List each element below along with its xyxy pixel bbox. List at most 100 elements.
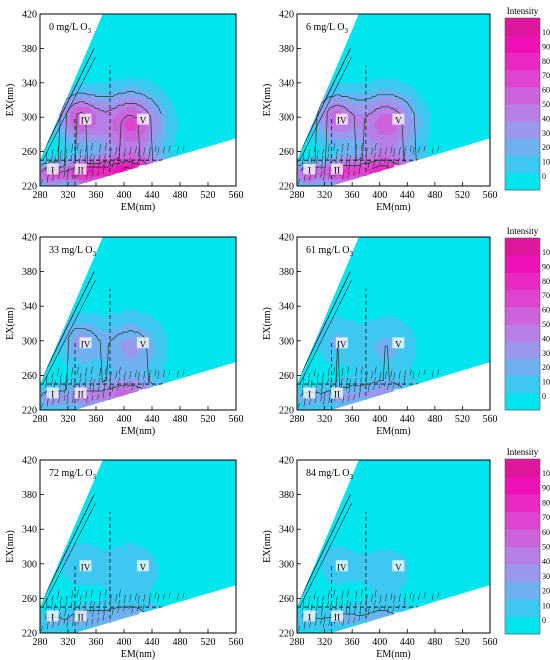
heat-cell [327,392,331,397]
heat-cell [316,120,320,125]
heat-cell [59,351,63,356]
noise-stroke [123,371,126,381]
heat-cell [404,137,408,142]
heat-cell [118,323,122,328]
heat-cell [107,89,111,94]
y-tick-label: 420 [22,10,37,21]
noise-stroke [64,154,67,162]
heat-cell [129,86,133,91]
heat-cell [129,340,133,345]
heat-cell [104,172,108,177]
heat-cell [96,358,100,363]
heat-cell [68,622,72,627]
heat-cell [121,168,125,173]
heat-cell [343,137,348,142]
heat-cell [399,93,403,98]
heat-cell [112,127,117,132]
noise-stroke [64,378,67,386]
heat-cell [297,392,301,397]
heat-cell [82,626,86,631]
heat-cell [54,131,58,135]
heat-cell [129,316,133,321]
heat-cell [335,179,339,184]
heat-cell [115,106,119,111]
heat-cell [79,134,83,139]
heat-cell [338,89,342,94]
noise-stroke [57,396,60,404]
heat-cell [121,608,125,613]
contour-line [298,94,417,166]
heat-cell [388,368,392,373]
heat-cell [385,337,389,342]
heat-cell [143,361,147,366]
heat-cell [65,131,69,135]
heat-cell [152,124,156,129]
heat-cell [149,361,153,366]
heat-cell [124,100,128,104]
heat-cell [363,144,367,149]
x-tick-label: 400 [117,190,132,201]
noise-stroke [97,160,100,168]
heat-cell [346,89,350,94]
heat-cell [354,385,359,390]
heat-cell [115,144,119,149]
heat-cell [132,79,136,84]
heat-cell [321,179,326,184]
heat-cell [62,148,66,153]
heat-cell [68,340,72,345]
heat-cell [352,168,356,173]
heat-cell [152,378,156,383]
heat-cell [101,574,105,579]
noise-stroke [412,371,415,379]
noise-stroke [111,160,114,168]
y-tick-label: 420 [279,233,294,244]
heat-cell [107,560,111,565]
heat-cell [118,567,122,572]
noise-stroke [71,396,74,404]
heat-cell [121,361,125,366]
heat-cell [132,100,136,104]
noise-stroke [66,396,69,405]
heat-cell [124,598,128,603]
noise-stroke [76,366,79,375]
heat-cell [385,375,389,380]
heat-cell [319,155,323,159]
heat-cell [138,82,142,87]
heat-cell [138,141,142,146]
heat-cell [90,560,94,565]
heat-cell [93,553,97,558]
heat-cell [330,113,334,118]
heat-cell [107,368,111,373]
heat-cell [357,134,362,139]
noise-stroke [301,390,304,396]
heat-cell [65,344,69,349]
heat-cell [415,96,419,101]
heat-cell [135,320,139,325]
heat-cell [48,629,52,633]
heat-cell [423,124,428,129]
heat-cell [82,86,86,91]
heat-cell [121,588,125,593]
rayleigh-line [297,48,351,159]
heat-cell [118,127,122,132]
heat-cell [319,175,323,180]
heat-cell [110,323,114,328]
heat-cell [104,375,108,380]
heat-cell [341,96,345,101]
heat-cell [107,601,111,606]
heat-cell [40,389,44,394]
heat-cell [93,361,97,366]
colorbar-tick-label: 100 [542,158,550,167]
heat-cell [365,86,370,91]
colorbar-tick-label: 800 [542,57,550,66]
heat-cell [379,100,384,104]
heat-cell [338,316,342,321]
heat-cell [371,103,375,108]
heat-cell [379,316,384,321]
heat-cell [363,368,367,373]
heat-cell [332,340,337,345]
heat-cell [423,106,428,111]
heat-cell [360,365,364,370]
heat-cell [346,347,350,352]
heat-cell [379,113,384,118]
